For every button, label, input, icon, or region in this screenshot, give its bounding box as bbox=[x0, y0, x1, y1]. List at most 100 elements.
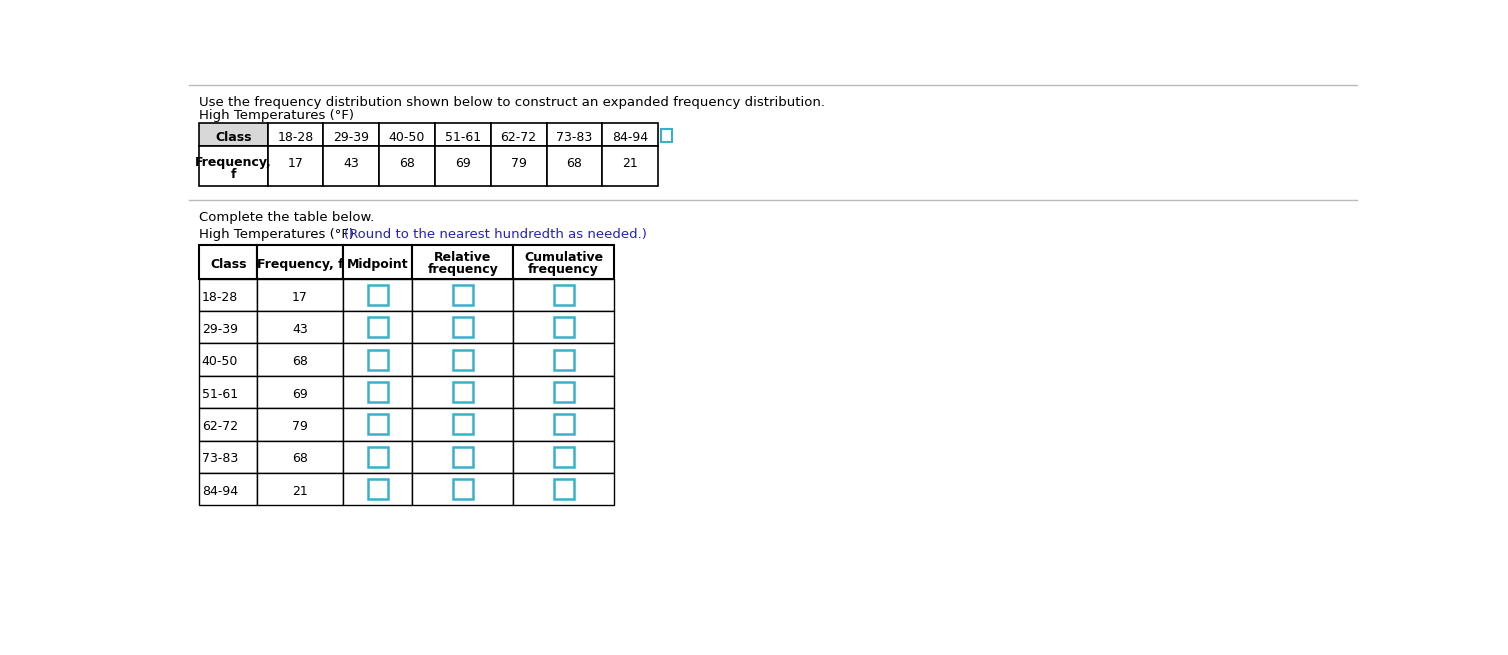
Text: 79: 79 bbox=[293, 420, 308, 433]
Bar bbox=[368, 350, 388, 369]
Bar bbox=[413, 343, 513, 376]
Bar bbox=[452, 415, 474, 434]
Bar bbox=[342, 279, 413, 311]
Bar bbox=[602, 123, 657, 146]
Bar bbox=[368, 415, 388, 434]
Bar bbox=[199, 408, 258, 441]
Bar bbox=[258, 473, 342, 505]
Text: 84-94: 84-94 bbox=[202, 485, 238, 498]
Bar bbox=[368, 317, 388, 337]
Text: High Temperatures (°F): High Temperatures (°F) bbox=[199, 109, 354, 122]
Text: 62-72: 62-72 bbox=[202, 420, 238, 433]
Bar bbox=[513, 376, 614, 408]
Bar bbox=[513, 279, 614, 311]
Text: 68: 68 bbox=[400, 157, 415, 170]
Bar bbox=[490, 123, 546, 146]
Bar bbox=[199, 279, 258, 311]
Text: Midpoint: Midpoint bbox=[347, 257, 409, 271]
Bar bbox=[199, 441, 258, 473]
Text: Relative: Relative bbox=[434, 251, 492, 264]
Bar bbox=[452, 285, 474, 305]
Text: 43: 43 bbox=[293, 323, 308, 336]
Text: 17: 17 bbox=[293, 291, 308, 304]
Bar bbox=[434, 146, 490, 187]
Bar bbox=[258, 311, 342, 343]
Bar bbox=[452, 382, 474, 402]
Bar bbox=[513, 473, 614, 505]
Bar bbox=[546, 146, 602, 187]
Bar bbox=[258, 343, 342, 376]
Bar bbox=[413, 311, 513, 343]
Bar bbox=[553, 415, 573, 434]
Bar bbox=[258, 376, 342, 408]
Bar bbox=[342, 311, 413, 343]
Bar bbox=[553, 479, 573, 499]
Bar bbox=[368, 382, 388, 402]
Bar bbox=[342, 376, 413, 408]
Bar bbox=[513, 441, 614, 473]
Text: frequency: frequency bbox=[427, 263, 498, 276]
Bar bbox=[413, 441, 513, 473]
Text: Complete the table below.: Complete the table below. bbox=[199, 211, 374, 224]
Bar bbox=[379, 146, 434, 187]
Bar bbox=[342, 408, 413, 441]
Bar bbox=[342, 441, 413, 473]
Bar bbox=[452, 350, 474, 369]
Bar bbox=[452, 447, 474, 466]
Text: 68: 68 bbox=[293, 453, 308, 466]
Text: 68: 68 bbox=[567, 157, 582, 170]
Bar bbox=[602, 146, 657, 187]
Bar bbox=[413, 376, 513, 408]
Text: Cumulative: Cumulative bbox=[525, 251, 603, 264]
Bar bbox=[199, 123, 267, 146]
Bar bbox=[199, 376, 258, 408]
Text: 51-61: 51-61 bbox=[202, 388, 238, 401]
Text: 40-50: 40-50 bbox=[389, 130, 425, 143]
Bar bbox=[267, 146, 323, 187]
Bar bbox=[199, 473, 258, 505]
Text: 29-39: 29-39 bbox=[333, 130, 369, 143]
Bar bbox=[413, 408, 513, 441]
Bar bbox=[413, 473, 513, 505]
Bar bbox=[553, 285, 573, 305]
Bar bbox=[553, 447, 573, 466]
Bar bbox=[452, 317, 474, 337]
Bar bbox=[513, 245, 614, 279]
Bar bbox=[553, 350, 573, 369]
Text: 18-28: 18-28 bbox=[277, 130, 314, 143]
Bar bbox=[199, 343, 258, 376]
Text: f: f bbox=[231, 168, 237, 181]
Text: Class: Class bbox=[216, 130, 252, 143]
Bar bbox=[342, 473, 413, 505]
Text: 40-50: 40-50 bbox=[202, 356, 238, 369]
Bar bbox=[258, 441, 342, 473]
Text: 73-83: 73-83 bbox=[556, 130, 593, 143]
Bar bbox=[258, 279, 342, 311]
Text: High Temperatures (°F): High Temperatures (°F) bbox=[199, 228, 354, 241]
Bar bbox=[434, 123, 490, 146]
Bar bbox=[513, 311, 614, 343]
Text: 69: 69 bbox=[293, 388, 308, 401]
Text: 17: 17 bbox=[288, 157, 303, 170]
Text: frequency: frequency bbox=[528, 263, 599, 276]
Bar bbox=[368, 447, 388, 466]
Bar bbox=[368, 285, 388, 305]
Text: 69: 69 bbox=[455, 157, 470, 170]
Text: 51-61: 51-61 bbox=[445, 130, 481, 143]
Text: 68: 68 bbox=[293, 356, 308, 369]
Text: 29-39: 29-39 bbox=[202, 323, 238, 336]
Bar bbox=[368, 479, 388, 499]
Text: Frequency,: Frequency, bbox=[195, 156, 271, 168]
Bar bbox=[323, 146, 379, 187]
Text: 43: 43 bbox=[344, 157, 359, 170]
Bar bbox=[413, 279, 513, 311]
Bar bbox=[258, 408, 342, 441]
Text: Use the frequency distribution shown below to construct an expanded frequency di: Use the frequency distribution shown bel… bbox=[199, 96, 825, 109]
Text: Frequency, f: Frequency, f bbox=[256, 257, 344, 271]
Text: 84-94: 84-94 bbox=[612, 130, 648, 143]
Text: (Round to the nearest hundredth as needed.): (Round to the nearest hundredth as neede… bbox=[344, 228, 647, 241]
Bar bbox=[553, 382, 573, 402]
Bar bbox=[199, 146, 267, 187]
Bar bbox=[513, 343, 614, 376]
Text: 18-28: 18-28 bbox=[202, 291, 238, 304]
